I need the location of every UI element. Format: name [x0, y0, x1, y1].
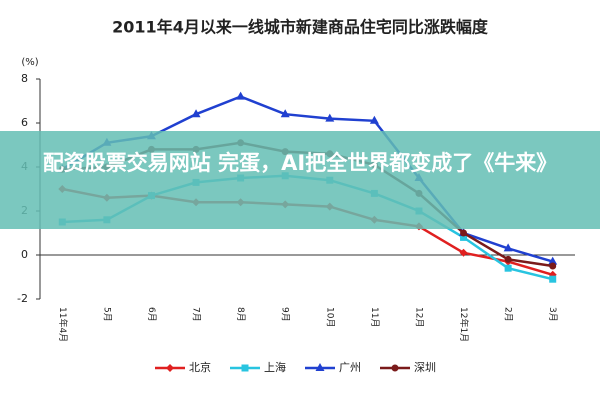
marker: [391, 364, 399, 372]
legend-label: 上海: [264, 360, 286, 374]
x-tick-label: 5月: [101, 307, 112, 322]
marker: [460, 229, 468, 237]
marker: [549, 262, 557, 270]
x-tick-label: 10月: [324, 307, 335, 327]
x-tick-label: 6月: [146, 307, 157, 322]
chart-title: 2011年4月以来一线城市新建商品住宅同比涨跌幅度: [112, 18, 489, 37]
marker: [325, 113, 335, 122]
marker: [459, 248, 468, 257]
y-tick-label: 6: [21, 116, 28, 129]
overlay-banner: 配资股票交易网站 完蛋，AI把全世界都变成了《牛来》: [0, 131, 600, 229]
x-tick-label: 2月: [503, 307, 514, 322]
marker: [549, 275, 557, 283]
marker: [504, 255, 512, 263]
x-tick-label: 12年1月: [458, 307, 470, 342]
y-tick-label: 8: [21, 72, 28, 85]
x-tick-label: 12月: [413, 307, 424, 327]
legend-label: 深圳: [414, 361, 436, 374]
marker: [241, 364, 249, 372]
marker: [191, 109, 201, 118]
marker: [548, 256, 558, 265]
marker: [504, 264, 512, 272]
legend-label: 广州: [339, 361, 361, 374]
marker: [460, 233, 468, 241]
y-tick-label: 0: [21, 248, 28, 261]
x-tick-label: 8月: [235, 307, 246, 322]
x-tick-label: 3月: [547, 307, 558, 322]
marker: [166, 364, 174, 372]
x-tick-label: 11年4月: [57, 307, 69, 342]
marker: [369, 115, 379, 124]
marker: [315, 363, 325, 371]
x-tick-label: 9月: [280, 307, 291, 322]
y-tick-label: -2: [17, 292, 28, 305]
y-axis-label: (%): [21, 57, 38, 68]
x-tick-label: 11月: [369, 307, 380, 327]
legend-label: 北京: [189, 360, 211, 374]
x-tick-label: 7月: [191, 307, 202, 322]
marker: [236, 91, 246, 100]
marker: [503, 243, 513, 252]
marker: [280, 109, 290, 118]
